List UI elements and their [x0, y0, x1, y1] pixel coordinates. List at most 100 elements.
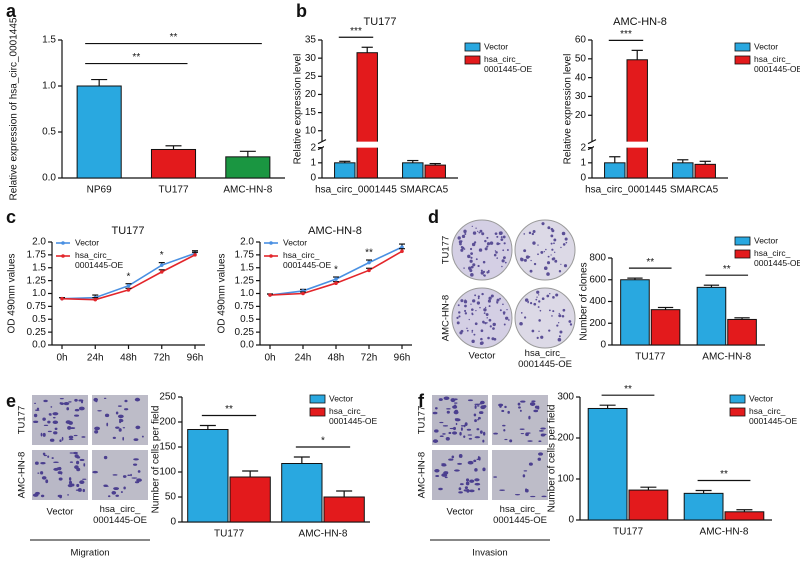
photo-speck [484, 247, 488, 251]
photo-speck [57, 494, 63, 498]
photo-speck [541, 495, 547, 498]
photo-speck [529, 269, 533, 273]
photo-speck [528, 256, 531, 258]
photo-speck [453, 426, 457, 431]
photo-speck [538, 300, 541, 303]
photo-speck [124, 408, 129, 411]
photo-speck [493, 337, 497, 341]
photo-speck [541, 297, 545, 301]
photo-speck [463, 267, 465, 269]
photo-speck [65, 420, 72, 424]
significance-label: * [127, 271, 131, 282]
photo-speck [553, 242, 555, 245]
x-tick-label: 0h [264, 353, 275, 364]
photo-speck [460, 299, 464, 303]
significance-label: ** [624, 384, 632, 395]
legend-label: Vector [754, 235, 778, 245]
photo-speck [485, 313, 489, 316]
photo-speck [49, 438, 55, 442]
photo-speck [475, 468, 478, 472]
photo-speck [559, 330, 563, 334]
photo-speck [470, 252, 474, 256]
photo-speck [445, 436, 450, 441]
photo-speck [122, 436, 125, 441]
y-tick-label: 0.25 [27, 327, 47, 338]
photo-speck [552, 296, 555, 299]
photo-speck [479, 229, 483, 233]
bar [424, 164, 446, 179]
point [193, 253, 197, 257]
x-tick-label: SMARCA5 [400, 185, 449, 196]
photo-speck [51, 457, 54, 459]
photo-speck [546, 261, 551, 265]
photo-speck [455, 422, 458, 426]
photo-speck [533, 409, 539, 413]
photo [492, 450, 548, 500]
photo-speck [558, 270, 562, 273]
photo-speck [476, 405, 480, 407]
photo-speck [115, 426, 120, 429]
bar [150, 148, 197, 179]
photo-speck [67, 425, 72, 430]
photo-speck [523, 316, 527, 319]
photo-speck [533, 262, 537, 266]
photo-speck [117, 405, 122, 407]
photo-speck [134, 481, 140, 484]
photo-speck [501, 409, 505, 413]
legend-label: Vector [754, 41, 778, 51]
photo-speck [59, 439, 62, 443]
photo-speck [541, 222, 545, 226]
bar [323, 496, 365, 523]
column-label: hsa_circ_ 0001445-OE [493, 504, 547, 526]
photo-speck [460, 246, 464, 249]
photo-speck [524, 298, 529, 302]
photo-speck [464, 232, 467, 235]
legend-label: hsa_circ_ 0001445-OE [75, 250, 124, 270]
x-tick-label: TU177 [158, 185, 188, 196]
y-axis-label: Number of cells per field [547, 405, 558, 513]
legend-swatch [269, 254, 273, 258]
photo-speck [68, 438, 74, 441]
photo-speck [67, 494, 69, 496]
photo-speck [499, 489, 505, 491]
photo-speck [463, 229, 467, 234]
photo-speck [467, 254, 471, 259]
photo-speck [496, 257, 498, 259]
photo-speck [477, 419, 479, 421]
photo-speck [568, 320, 572, 323]
photo-speck [501, 259, 505, 263]
photo-speck [543, 250, 545, 253]
photo-speck [478, 248, 483, 252]
photo-speck [543, 266, 548, 271]
photo-speck [479, 306, 481, 309]
photo-speck [434, 429, 439, 433]
photo-speck [523, 233, 526, 235]
caption: Invasion [472, 548, 507, 559]
photo-speck [477, 297, 480, 300]
photo-speck [43, 454, 47, 457]
legend-swatch [734, 249, 751, 259]
photo-speck [58, 466, 62, 471]
photo-speck [127, 474, 131, 477]
photo-speck [550, 254, 552, 256]
y-tick-label: 20 [305, 89, 317, 100]
photo-speck [552, 257, 556, 260]
photo-speck [549, 293, 551, 295]
y-tick-label: 300 [557, 392, 574, 403]
legend-swatch [309, 394, 326, 404]
y-axis-label: Relative expression level [563, 54, 574, 165]
photo-speck [507, 410, 510, 414]
legend-label: Vector [329, 393, 353, 403]
photo-speck [488, 305, 491, 308]
legend-label: Vector [283, 237, 307, 247]
photo-speck [474, 478, 480, 482]
significance-label: ** [225, 404, 233, 415]
photo-speck [550, 234, 554, 238]
x-tick-label: 24h [87, 353, 104, 364]
photo-speck [471, 339, 475, 344]
photo-speck [469, 247, 473, 251]
photo-speck [133, 463, 138, 466]
legend-label: Vector [75, 237, 99, 247]
photo-speck [59, 398, 64, 400]
photo-speck [473, 333, 476, 336]
